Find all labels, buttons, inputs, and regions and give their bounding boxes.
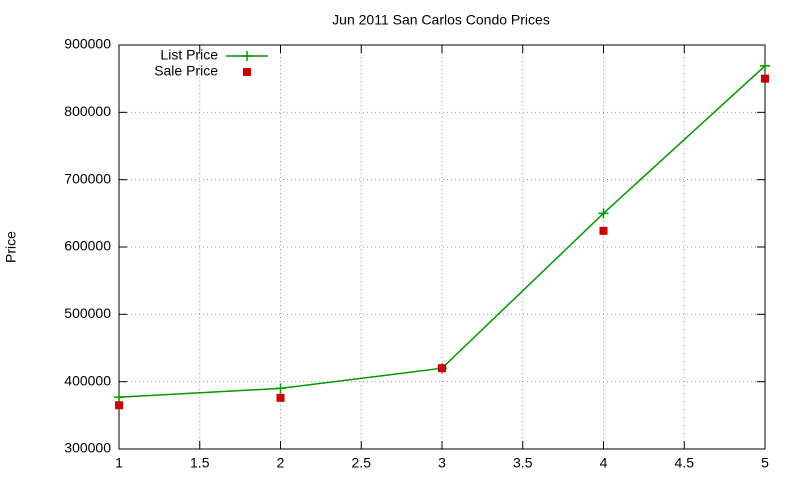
- y-tick-label: 900000: [64, 36, 111, 52]
- y-axis-label: Price: [3, 231, 19, 263]
- x-tick-label: 1: [115, 455, 123, 471]
- plot-frame: [118, 44, 766, 450]
- y-tick-label: 500000: [64, 305, 111, 321]
- series-line: [118, 65, 766, 398]
- point: [275, 383, 286, 394]
- point: [276, 393, 285, 402]
- y-tick-label: 400000: [64, 372, 111, 388]
- x-tick-label: 3.5: [513, 455, 533, 471]
- x-tick-label: 4: [600, 455, 608, 471]
- legend-marker: [242, 51, 252, 61]
- y-tick-label: 700000: [64, 170, 111, 186]
- x-tick-label: 1.5: [190, 455, 210, 471]
- point: [598, 208, 609, 219]
- point: [114, 392, 124, 403]
- point: [761, 74, 769, 83]
- y-tick-label: 600000: [64, 238, 111, 254]
- x-tick-label: 4.5: [675, 455, 695, 471]
- x-tick-label: 2: [277, 455, 285, 471]
- x-tick-label: 3: [438, 455, 446, 471]
- x-tick-label: 2.5: [352, 455, 372, 471]
- y-tick-label: 300000: [64, 440, 111, 456]
- x-tick-label: 5: [761, 455, 769, 471]
- legend-label: Sale Price: [154, 63, 218, 79]
- legend-label: List Price: [160, 47, 218, 63]
- chart-title: Jun 2011 San Carlos Condo Prices: [332, 12, 550, 28]
- point: [115, 401, 123, 410]
- point: [438, 364, 446, 373]
- legend-marker: [243, 68, 251, 76]
- point: [760, 60, 770, 71]
- point: [599, 226, 608, 235]
- y-tick-label: 800000: [64, 103, 111, 119]
